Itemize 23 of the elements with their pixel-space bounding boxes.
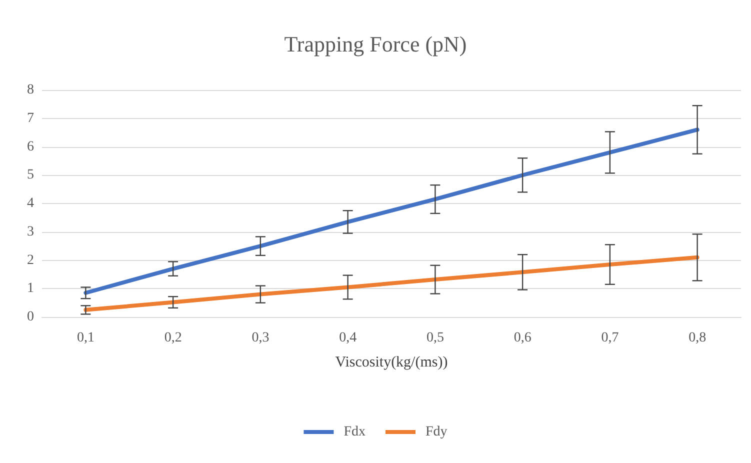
- x-tick-label: 0,7: [601, 330, 619, 346]
- x-tick-label: 0,2: [164, 330, 182, 346]
- y-tick-label: 2: [27, 252, 34, 268]
- y-tick-label: 4: [27, 196, 34, 211]
- x-tick-label: 0,6: [514, 330, 532, 346]
- x-tick-label: 0,3: [252, 330, 270, 346]
- y-tick-label: 5: [27, 168, 34, 183]
- y-tick-label: 0: [27, 310, 34, 324]
- x-axis-title: Viscosity(kg/(ms)): [335, 354, 448, 370]
- y-tick-label: 8: [27, 82, 34, 98]
- x-tick-label: 0,5: [426, 330, 444, 346]
- y-tick-label: 6: [27, 139, 34, 154]
- y-tick-label: 7: [27, 110, 34, 126]
- line-series: [84, 255, 700, 312]
- legend-label: Fdx: [344, 424, 366, 440]
- x-tick-label: 0,8: [688, 330, 706, 346]
- legend-label: Fdy: [426, 424, 448, 440]
- y-tick-label: 1: [27, 281, 34, 296]
- x-tick-label: 0,4: [339, 330, 357, 346]
- x-tick-label: 0,1: [76, 330, 94, 346]
- line-series: [84, 128, 700, 295]
- chart-title: Trapping Force (pN): [284, 32, 467, 56]
- y-tick-label: 3: [27, 224, 34, 240]
